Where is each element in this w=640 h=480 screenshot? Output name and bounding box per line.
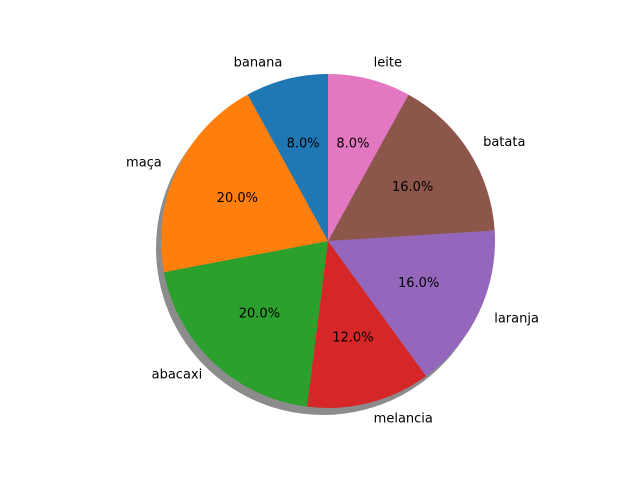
slice-label-laranja: laranja	[494, 312, 539, 327]
slice-percent-abacaxi: 20.0%	[239, 307, 280, 322]
pie-wedges	[161, 74, 495, 409]
slice-label-melancia: melancia	[374, 411, 433, 426]
pie-slice-batata	[328, 94, 495, 241]
slice-percent-laranja: 16.0%	[398, 276, 439, 291]
slice-label-maca: maça	[126, 155, 162, 170]
pie-slice-maca	[161, 94, 328, 273]
pie-slice-abacaxi	[163, 241, 328, 407]
slice-percent-melancia: 12.0%	[332, 331, 373, 346]
pie-slice-banana	[247, 74, 328, 241]
slice-percent-banana: 8.0%	[287, 136, 320, 151]
pie-labels: banana 8.0% maça 20.0% abacaxi 20.0% melancia 1…	[126, 56, 539, 427]
slice-label-leite: leite	[374, 56, 402, 71]
pie-slice-melancia	[307, 241, 427, 409]
slice-percent-batata: 16.0%	[392, 180, 433, 195]
pie-slice-leite	[328, 74, 409, 241]
slice-percent-maca: 20.0%	[217, 191, 258, 206]
slice-label-banana: banana	[234, 56, 283, 71]
slice-label-abacaxi: abacaxi	[152, 367, 203, 382]
slice-percent-leite: 8.0%	[336, 136, 369, 151]
pie-slice-laranja	[328, 230, 495, 377]
slice-label-batata: batata	[483, 135, 525, 150]
